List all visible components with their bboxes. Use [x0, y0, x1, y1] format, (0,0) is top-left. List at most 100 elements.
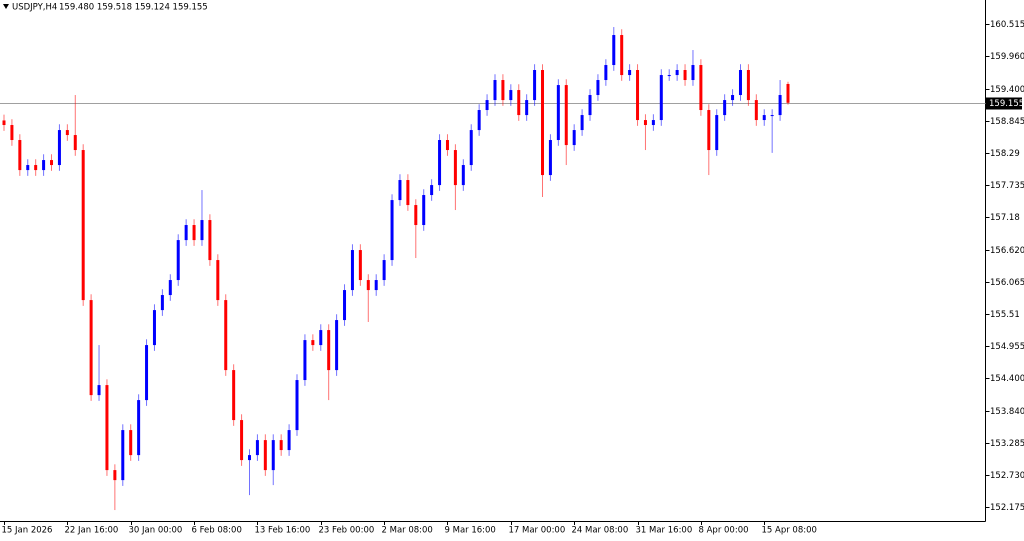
- candle-body: [271, 440, 275, 471]
- candle-body: [121, 430, 125, 481]
- candle-body: [279, 440, 283, 451]
- candle-body: [580, 115, 584, 131]
- candle-body: [390, 200, 394, 261]
- y-tick-label: 156.065: [990, 278, 1024, 288]
- candle-body: [208, 220, 212, 261]
- candle-body: [469, 130, 473, 166]
- candle-body: [533, 70, 537, 101]
- candle-body: [168, 280, 172, 296]
- candle-body: [358, 250, 362, 281]
- candle-body: [200, 220, 204, 241]
- candle-body: [707, 110, 711, 151]
- candle-body: [667, 75, 671, 77]
- candle-body: [604, 65, 608, 81]
- candle-body: [176, 240, 180, 281]
- candle-body: [129, 430, 133, 456]
- candle-body: [26, 165, 30, 171]
- y-tick-label: 158.845: [990, 117, 1024, 127]
- symbol-title: USDJPY,H4: [12, 3, 57, 13]
- candle-body: [675, 70, 679, 76]
- candle-body: [137, 400, 141, 456]
- candle-body: [406, 180, 410, 206]
- candle-body: [343, 290, 347, 321]
- candle-body: [651, 120, 655, 126]
- current-price-box: [986, 97, 1022, 110]
- y-tick-label: 158.29: [990, 149, 1020, 159]
- candle-body: [430, 185, 434, 196]
- candle-body: [770, 115, 774, 117]
- y-tick-label: 153.840: [990, 407, 1024, 417]
- y-tick-label: 159.400: [990, 85, 1024, 95]
- candle-body: [588, 95, 592, 116]
- candle-body: [746, 70, 750, 101]
- candle-body: [398, 180, 402, 201]
- x-tick-label: 22 Jan 16:00: [65, 526, 119, 536]
- candle-body: [10, 125, 14, 141]
- candle-body: [382, 260, 386, 281]
- candle-body: [636, 70, 640, 121]
- candle-body: [786, 83, 790, 103]
- y-tick-label: 160.515: [990, 20, 1024, 30]
- candle-body: [374, 280, 378, 291]
- candle-body: [2, 120, 6, 126]
- candle-body: [57, 130, 61, 166]
- candle-body: [97, 385, 101, 396]
- candle-body: [105, 385, 109, 471]
- candle-body: [216, 260, 220, 301]
- candle-body: [477, 110, 481, 131]
- x-tick-label: 24 Mar 08:00: [572, 526, 629, 536]
- candle-body: [493, 80, 497, 101]
- x-tick-label: 15 Jan 2026: [2, 526, 53, 536]
- candle-body: [247, 455, 251, 461]
- x-tick-label: 23 Feb 00:00: [319, 526, 375, 536]
- candle-body: [160, 295, 164, 311]
- candle-body: [556, 85, 560, 141]
- candle-body: [509, 90, 513, 101]
- y-tick-label: 154.955: [990, 342, 1024, 352]
- x-tick-label: 31 Mar 16:00: [636, 526, 693, 536]
- y-tick-label: 152.730: [990, 471, 1024, 481]
- candle-body: [525, 100, 529, 116]
- candle-body: [303, 340, 307, 381]
- candle-body: [81, 150, 85, 301]
- candle-body: [445, 140, 449, 151]
- candle-body: [224, 300, 228, 371]
- candle-body: [699, 65, 703, 111]
- current-price-label: 159.155: [989, 99, 1024, 109]
- candle-body: [192, 225, 196, 241]
- y-tick-label: 154.400: [990, 374, 1024, 384]
- candle-body: [255, 440, 259, 456]
- candle-body: [596, 80, 600, 96]
- candle-body: [287, 430, 291, 451]
- x-tick-label: 2 Mar 08:00: [382, 526, 433, 536]
- y-tick-label: 157.18: [990, 213, 1020, 223]
- menu-triangle[interactable]: [3, 4, 9, 9]
- candle-body: [311, 340, 315, 346]
- candle-body: [778, 95, 782, 116]
- candle-body: [612, 35, 616, 66]
- candle-body: [572, 130, 576, 146]
- candle-body: [731, 95, 735, 101]
- candle-body: [335, 320, 339, 371]
- candle-body: [438, 140, 442, 186]
- candle-body: [659, 75, 663, 121]
- y-tick-label: 159.960: [990, 52, 1024, 62]
- candle-body: [232, 370, 236, 421]
- y-tick-label: 153.285: [990, 439, 1024, 449]
- x-tick-label: 13 Feb 16:00: [255, 526, 311, 536]
- candle-body: [461, 165, 465, 186]
- candle-body: [263, 440, 267, 471]
- candle-body: [548, 140, 552, 176]
- candle-body: [319, 330, 323, 346]
- candle-body: [240, 420, 244, 461]
- candle-body: [683, 70, 687, 81]
- candle-body: [628, 70, 632, 76]
- candle-body: [295, 380, 299, 431]
- y-tick-label: 152.175: [990, 503, 1024, 513]
- y-tick-label: 157.735: [990, 181, 1024, 191]
- candle-body: [184, 225, 188, 241]
- candle-body: [414, 205, 418, 226]
- candle-body: [723, 100, 727, 116]
- candle-body: [541, 70, 545, 176]
- x-tick-label: 9 Mar 16:00: [445, 526, 496, 536]
